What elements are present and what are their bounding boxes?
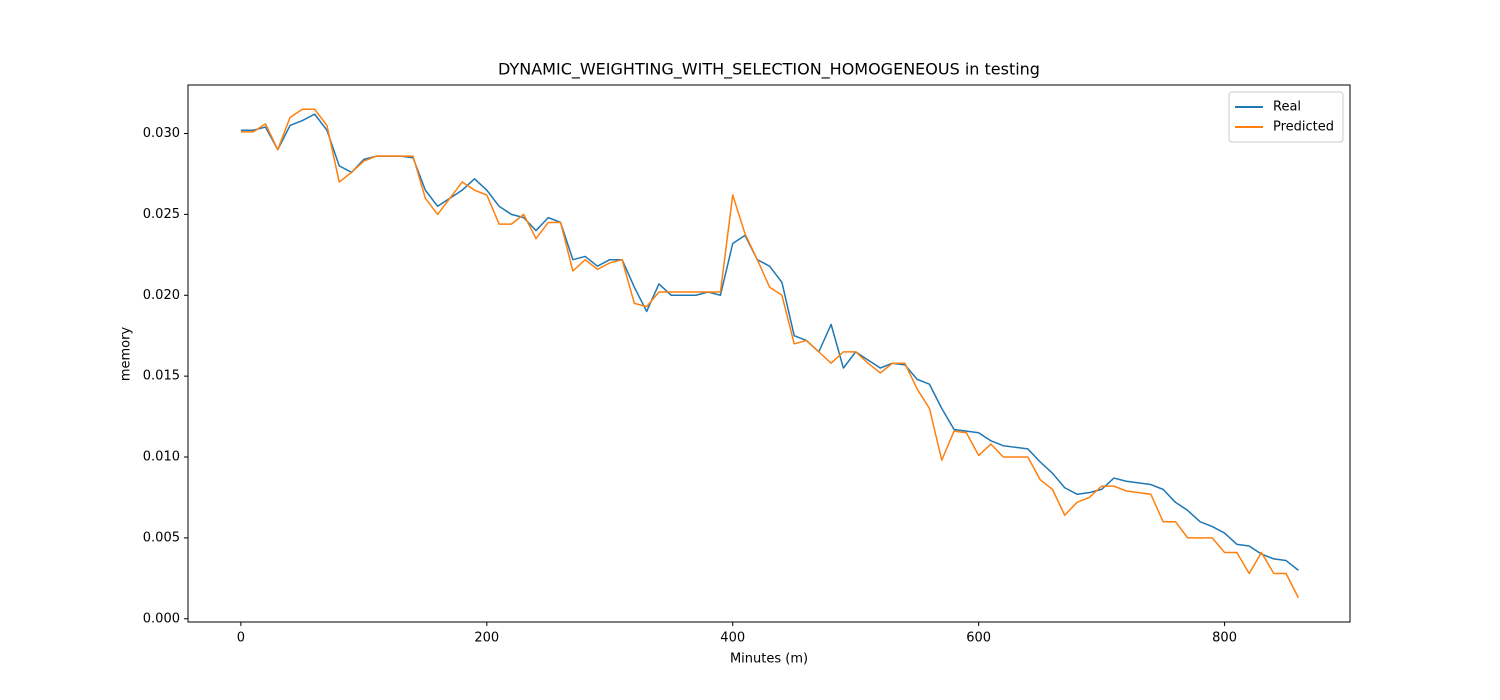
x-tick-label: 800 (1212, 631, 1237, 646)
x-tick-label: 0 (237, 631, 245, 646)
legend-label: Real (1273, 100, 1301, 115)
y-tick-label: 0.030 (143, 126, 180, 141)
y-tick-label: 0.005 (143, 530, 180, 545)
x-tick-label: 200 (474, 631, 499, 646)
plot-frame (187, 84, 1351, 623)
y-tick-label: 0.000 (143, 611, 180, 626)
x-axis-label: Minutes (m) (730, 652, 808, 667)
y-tick-label: 0.020 (143, 288, 180, 303)
x-tick-label: 400 (720, 631, 745, 646)
y-tick-label: 0.010 (143, 450, 180, 465)
series-line (240, 113, 1299, 571)
legend-label: Predicted (1273, 120, 1334, 135)
y-tick-label: 0.025 (143, 207, 180, 222)
y-tick-label: 0.015 (143, 369, 180, 384)
series-line (240, 108, 1300, 599)
x-tick-label: 600 (966, 631, 991, 646)
chart-title: DYNAMIC_WEIGHTING_WITH_SELECTION_HOMOGEN… (498, 60, 1040, 80)
y-axis-label: memory (119, 327, 134, 382)
legend-box (1228, 91, 1344, 143)
